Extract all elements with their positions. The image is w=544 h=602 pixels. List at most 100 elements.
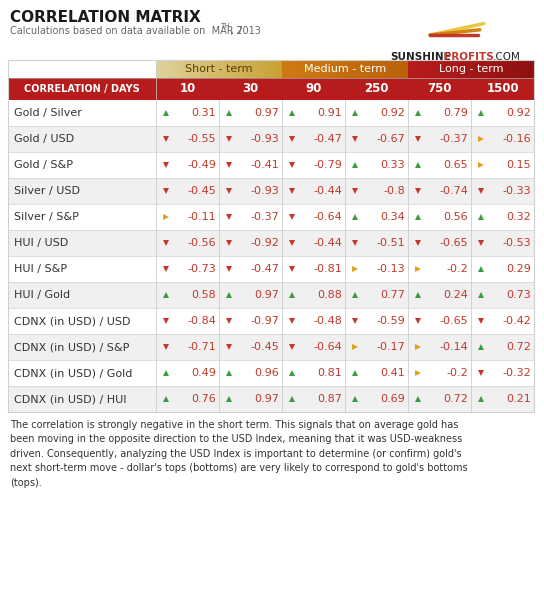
- Text: -0.48: -0.48: [313, 316, 342, 326]
- Text: Silver / S&P: Silver / S&P: [14, 212, 79, 222]
- Text: CORRELATION MATRIX: CORRELATION MATRIX: [10, 10, 201, 25]
- Bar: [8, 360, 534, 386]
- Text: The correlation is strongly negative in the short term. This signals that on ave: The correlation is strongly negative in …: [10, 420, 468, 488]
- Text: 0.92: 0.92: [506, 108, 531, 118]
- Bar: [515, 60, 522, 78]
- Bar: [307, 60, 314, 78]
- Text: 10: 10: [180, 82, 196, 96]
- Bar: [8, 178, 534, 204]
- Text: Gold / S&P: Gold / S&P: [14, 160, 73, 170]
- Text: 0.34: 0.34: [380, 212, 405, 222]
- Bar: [320, 60, 327, 78]
- Text: -0.33: -0.33: [502, 186, 531, 196]
- Bar: [364, 60, 371, 78]
- Text: .COM: .COM: [493, 52, 521, 62]
- Text: CDNX (in USD) / HUI: CDNX (in USD) / HUI: [14, 394, 127, 404]
- Text: Silver / USD: Silver / USD: [14, 186, 80, 196]
- Bar: [8, 308, 534, 334]
- Text: -0.37: -0.37: [250, 212, 279, 222]
- Text: CORRELATION / DAYS: CORRELATION / DAYS: [24, 84, 140, 94]
- Bar: [219, 60, 226, 78]
- Text: -0.65: -0.65: [440, 316, 468, 326]
- Text: -0.45: -0.45: [187, 186, 216, 196]
- Bar: [238, 60, 245, 78]
- Text: -0.65: -0.65: [440, 238, 468, 248]
- Text: Long - term: Long - term: [439, 64, 503, 74]
- Bar: [8, 152, 534, 178]
- Text: -0.8: -0.8: [384, 186, 405, 196]
- Text: -0.13: -0.13: [376, 264, 405, 274]
- Text: 0.33: 0.33: [380, 160, 405, 170]
- Bar: [345, 60, 353, 78]
- Text: -0.73: -0.73: [187, 264, 216, 274]
- Bar: [452, 60, 459, 78]
- Text: Gold / Silver: Gold / Silver: [14, 108, 82, 118]
- Text: -0.47: -0.47: [250, 264, 279, 274]
- Text: -0.11: -0.11: [187, 212, 216, 222]
- Bar: [200, 60, 207, 78]
- Bar: [313, 60, 321, 78]
- Text: -0.55: -0.55: [187, 134, 216, 144]
- Text: 0.97: 0.97: [254, 290, 279, 300]
- Bar: [175, 60, 182, 78]
- Bar: [408, 60, 415, 78]
- Bar: [213, 60, 220, 78]
- Text: -0.32: -0.32: [502, 368, 531, 378]
- Bar: [326, 60, 333, 78]
- Text: 0.29: 0.29: [506, 264, 531, 274]
- Text: 0.76: 0.76: [191, 394, 216, 404]
- Bar: [389, 60, 397, 78]
- Bar: [427, 60, 434, 78]
- Text: -0.74: -0.74: [439, 186, 468, 196]
- Bar: [169, 60, 176, 78]
- Bar: [295, 60, 302, 78]
- Bar: [415, 60, 422, 78]
- Text: HUI / Gold: HUI / Gold: [14, 290, 70, 300]
- Bar: [459, 60, 466, 78]
- Bar: [8, 204, 534, 230]
- Text: 0.92: 0.92: [380, 108, 405, 118]
- Bar: [250, 60, 258, 78]
- Bar: [276, 60, 283, 78]
- Text: 0.32: 0.32: [506, 212, 531, 222]
- Bar: [351, 60, 358, 78]
- Text: CDNX (in USD) / USD: CDNX (in USD) / USD: [14, 316, 131, 326]
- Bar: [188, 60, 195, 78]
- Text: -0.49: -0.49: [187, 160, 216, 170]
- Text: , 2013: , 2013: [230, 26, 261, 36]
- Bar: [8, 230, 534, 256]
- Bar: [376, 60, 384, 78]
- Bar: [162, 60, 170, 78]
- Bar: [357, 60, 365, 78]
- Text: -0.17: -0.17: [376, 342, 405, 352]
- Bar: [528, 60, 535, 78]
- Bar: [156, 60, 163, 78]
- Text: 750: 750: [427, 82, 452, 96]
- Text: 0.58: 0.58: [191, 290, 216, 300]
- Bar: [490, 60, 497, 78]
- Text: Gold / USD: Gold / USD: [14, 134, 74, 144]
- Text: 0.91: 0.91: [317, 108, 342, 118]
- Text: -0.92: -0.92: [250, 238, 279, 248]
- Text: 0.41: 0.41: [380, 368, 405, 378]
- Bar: [8, 126, 534, 152]
- Text: -0.64: -0.64: [313, 212, 342, 222]
- Bar: [181, 60, 189, 78]
- Text: -0.64: -0.64: [313, 342, 342, 352]
- Bar: [8, 386, 534, 412]
- Bar: [269, 60, 277, 78]
- Text: 30: 30: [243, 82, 258, 96]
- Bar: [446, 60, 453, 78]
- Bar: [301, 60, 308, 78]
- Text: -0.2: -0.2: [446, 264, 468, 274]
- Bar: [194, 60, 201, 78]
- Bar: [440, 60, 447, 78]
- Text: 0.77: 0.77: [380, 290, 405, 300]
- Text: -0.51: -0.51: [376, 238, 405, 248]
- Text: -0.97: -0.97: [250, 316, 279, 326]
- Text: Calculations based on data available on  MAR 7: Calculations based on data available on …: [10, 26, 243, 36]
- Text: -0.93: -0.93: [250, 134, 279, 144]
- Text: 0.87: 0.87: [317, 394, 342, 404]
- Text: 0.31: 0.31: [191, 108, 216, 118]
- Text: -0.2: -0.2: [446, 368, 468, 378]
